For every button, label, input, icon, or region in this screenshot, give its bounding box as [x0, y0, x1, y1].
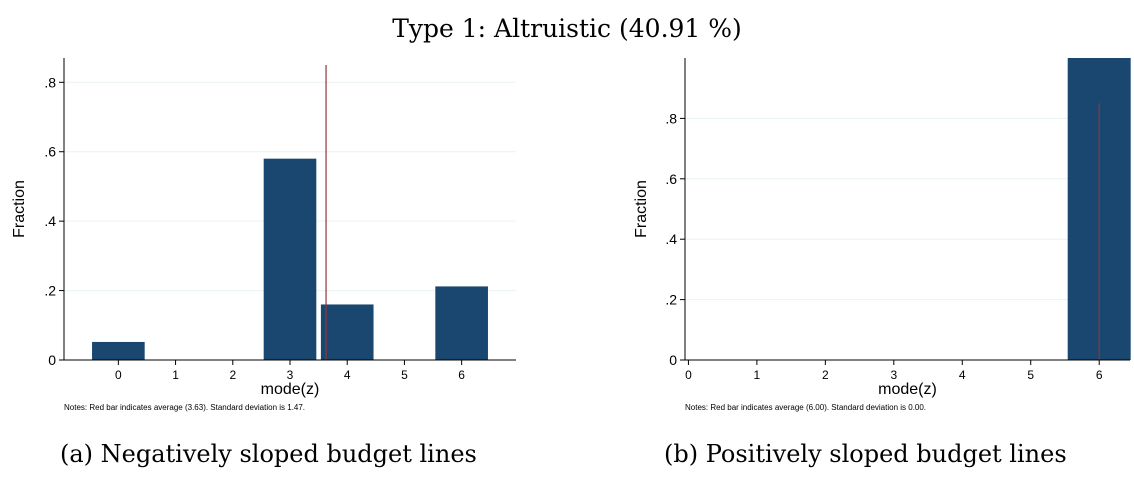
- chart-b: 0 .2 .4 .6 .8 0 1 2 3 4 5 6 mode(z) Fraction Notes: Re…: [633, 58, 1131, 412]
- chart-b-xtick-label-0: 0: [685, 368, 692, 382]
- caption-a: (a) Negatively sloped budget lines: [60, 440, 477, 468]
- chart-b-xtick-label-4: 4: [959, 368, 966, 382]
- chart-a-note: Notes: Red bar indicates average (3.63).…: [64, 403, 305, 412]
- chart-a-ytick-label-4: .8: [44, 74, 56, 90]
- chart-b-ytick-label-4: .8: [665, 110, 677, 126]
- chart-b-note: Notes: Red bar indicates average (6.00).…: [685, 403, 926, 412]
- page-title: Type 1: Altruistic (40.91 %): [392, 14, 742, 43]
- chart-a-xtick-label-2: 2: [229, 368, 236, 382]
- chart-b-xtick-label-1: 1: [754, 368, 761, 382]
- chart-a-ytick-label-3: .6: [44, 144, 56, 160]
- chart-b-ytick-label-3: .6: [665, 171, 677, 187]
- chart-panel-a: 0 .2 .4 .6 .8 0 1 2 3 4 5 6 mode(z) Fraction Notes: Re…: [0, 58, 540, 418]
- chart-a-bar-6: [435, 286, 488, 360]
- chart-a: 0 .2 .4 .6 .8 0 1 2 3 4 5 6 mode(z) Fraction Notes: Re…: [11, 58, 516, 412]
- chart-a-xtick-label-3: 3: [287, 368, 294, 382]
- chart-a-xtick-label-4: 4: [344, 368, 351, 382]
- chart-a-ylabel: Fraction: [11, 180, 28, 238]
- chart-a-bar-4: [320, 304, 374, 360]
- chart-a-xtick-label-5: 5: [401, 368, 408, 382]
- chart-b-xlabel: mode(z): [878, 381, 937, 398]
- chart-b-xtick-label-6: 6: [1096, 368, 1103, 382]
- chart-a-xtick-label-1: 1: [172, 368, 179, 382]
- chart-a-ytick-label-2: .4: [44, 213, 56, 229]
- chart-a-xtick-label-6: 6: [458, 368, 465, 382]
- chart-b-xtick-label-5: 5: [1027, 368, 1034, 382]
- chart-b-ytick-label-1: .2: [665, 292, 677, 308]
- chart-a-bar-0: [92, 341, 145, 360]
- chart-b-ytick-label-0: 0: [669, 352, 677, 368]
- caption-b: (b) Positively sloped budget lines: [664, 440, 1067, 468]
- chart-b-xtick-label-2: 2: [822, 368, 829, 382]
- chart-a-ytick-label-1: .2: [44, 283, 56, 299]
- chart-panel-b: 0 .2 .4 .6 .8 0 1 2 3 4 5 6 mode(z) Fraction Notes: Re…: [620, 58, 1134, 418]
- chart-b-xtick-label-3: 3: [890, 368, 897, 382]
- chart-a-xlabel: mode(z): [261, 381, 320, 398]
- chart-b-ytick-label-2: .4: [665, 231, 677, 247]
- chart-b-ylabel: Fraction: [633, 180, 650, 238]
- chart-a-bar-3: [263, 158, 317, 360]
- chart-a-ytick-label-0: 0: [48, 352, 56, 368]
- chart-a-xtick-label-0: 0: [115, 368, 122, 382]
